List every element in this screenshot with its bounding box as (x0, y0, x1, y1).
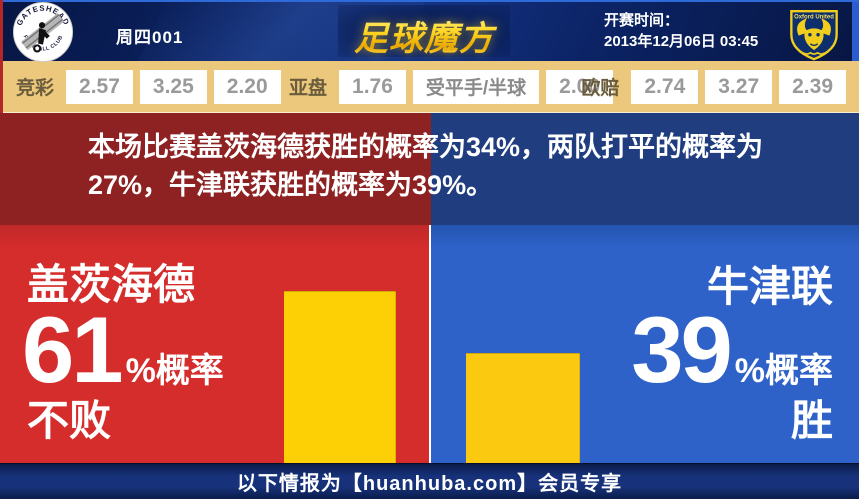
oupei-home-odds: 2.74 (631, 69, 699, 104)
gateshead-crest-icon: GATESHEAD FOOTBALL CLUB (12, 1, 74, 63)
summary-banner-blue-half (431, 113, 859, 225)
jingcai-home-odds: 2.57 (66, 69, 133, 104)
away-team-name: 牛津联 (706, 263, 833, 310)
brand-backdrop (338, 5, 510, 57)
away-probability-bar (466, 353, 580, 463)
home-probability-bar (284, 291, 396, 463)
probability-panels: 盖茨海德 61 %概率 不败 牛津联 39 %概率 胜 (0, 225, 859, 463)
kickoff-time-block: 开赛时间： 2013年12月06日 03:45 (604, 10, 758, 52)
footer-bar: 以下情报为【huanhuba.com】会员专享 (0, 463, 859, 499)
match-code: 周四001 (116, 28, 184, 47)
jingcai-label: 竞彩 (16, 78, 55, 99)
brand-logo: 足球魔方 (344, 11, 504, 60)
oxford-united-crest-icon: Oxford United (784, 3, 844, 61)
away-probability-value: 39 (631, 297, 733, 402)
away-probability-suffix: %概率 (734, 352, 833, 390)
summary-banner-red-half (0, 113, 431, 225)
home-team-name: 盖茨海德 (27, 261, 196, 308)
away-outcome-label: 胜 (790, 397, 833, 444)
kickoff-label: 开赛时间： (604, 12, 680, 29)
probability-summary-text: 本场比赛盖茨海德获胜的概率为34%，两队打平的概率为27%，牛津联获胜的概率为3… (88, 132, 764, 200)
yapan-odds-group: 亚盘 1.76 受平手/半球 2.00 (289, 61, 614, 112)
oupei-label: 欧赔 (581, 78, 620, 99)
footer-notice-text: 以下情报为【huanhuba.com】会员专享 (236, 473, 623, 495)
away-probability: 39 %概率 (631, 303, 833, 397)
panel-divider (429, 225, 431, 463)
header-top-border (0, 0, 859, 2)
kickoff-time: 2013年12月06日 03:45 (604, 33, 759, 50)
jingcai-odds-group: 竞彩 2.57 3.25 2.20 (16, 61, 281, 112)
oupei-draw-odds: 3.27 (705, 69, 773, 104)
home-probability-value: 61 (22, 297, 124, 402)
home-probability-suffix: %概率 (125, 352, 224, 390)
yapan-handicap: 受平手/半球 (412, 69, 540, 104)
summary-banner: 本场比赛盖茨海德获胜的概率为34%，两队打平的概率为27%，牛津联获胜的概率为3… (0, 113, 859, 225)
jingcai-away-odds: 2.20 (213, 69, 281, 104)
right-edge-accent (852, 2, 859, 61)
jingcai-draw-odds: 3.25 (139, 69, 207, 104)
left-edge-accent (0, 0, 3, 113)
home-probability: 61 %概率 (22, 303, 224, 397)
oupei-odds-group: 欧赔 2.74 3.27 2.39 (581, 61, 846, 112)
yapan-home-odds: 1.76 (339, 69, 406, 104)
yapan-label: 亚盘 (289, 78, 328, 99)
odds-bar: 竞彩 2.57 3.25 2.20 亚盘 1.76 受平手/半球 2.00 欧赔… (0, 61, 859, 114)
yapan-away-odds: 2.00 (546, 69, 614, 104)
svg-text:Oxford United: Oxford United (794, 14, 834, 20)
home-outcome-label: 不败 (27, 397, 112, 444)
oupei-away-odds: 2.39 (779, 69, 846, 104)
